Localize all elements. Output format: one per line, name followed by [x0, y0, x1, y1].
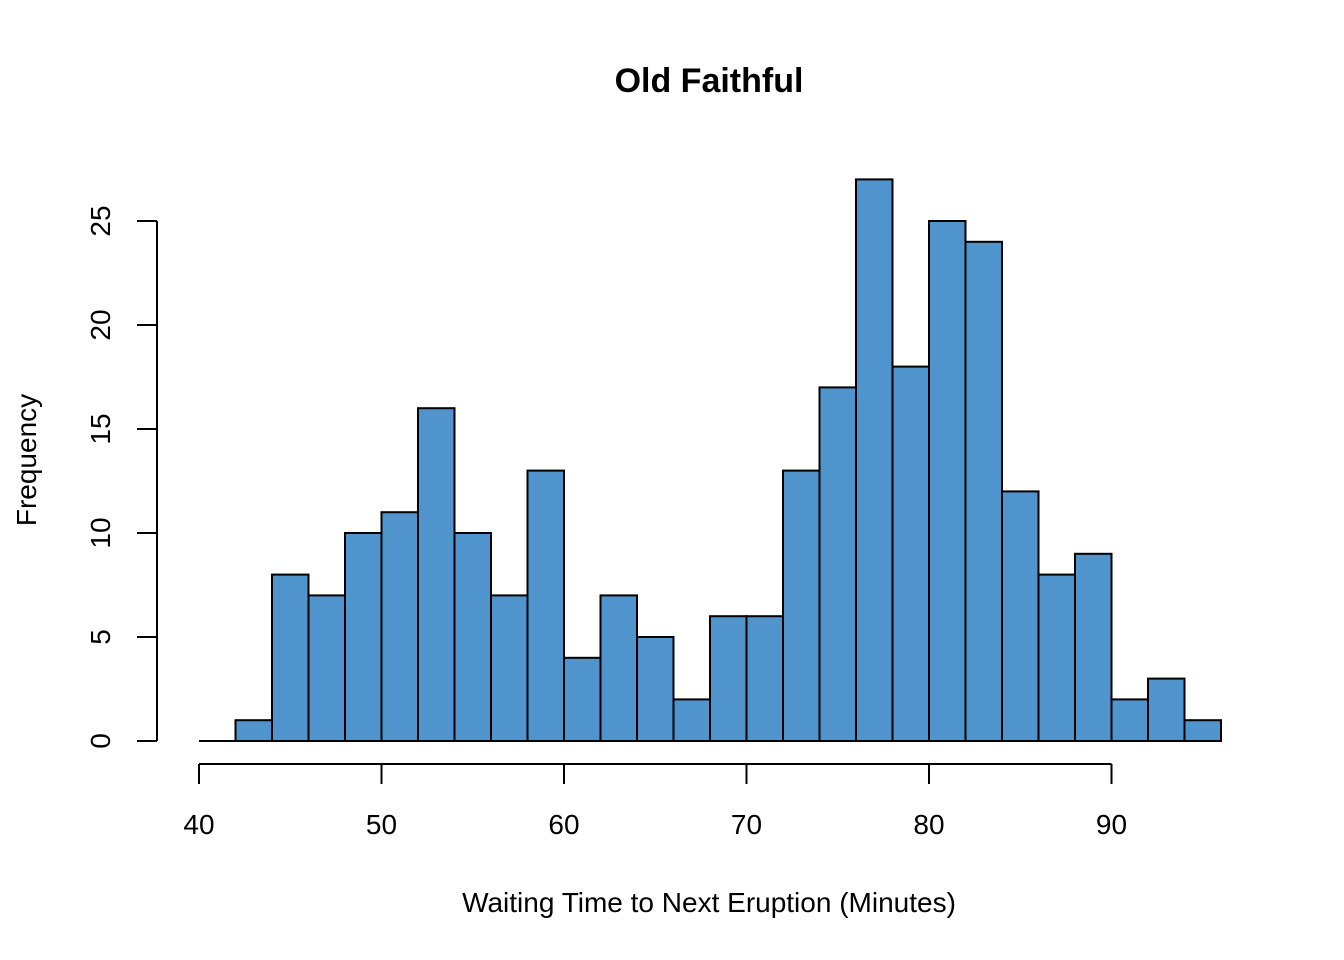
y-tick-label: 5: [85, 629, 116, 645]
histogram-bar: [234, 719, 273, 743]
histogram-bar: [745, 615, 784, 743]
x-tick-label: 60: [548, 809, 579, 840]
histogram-bar: [818, 386, 857, 742]
histogram-bar: [490, 594, 529, 743]
histogram-bar: [964, 240, 1003, 743]
bars-group: [199, 178, 1222, 743]
histogram-bar: [380, 511, 419, 743]
y-tick-label: 10: [85, 517, 116, 548]
x-tick-label: 40: [183, 809, 214, 840]
histogram-bar: [1001, 490, 1040, 742]
y-axis-label: Frequency: [11, 394, 42, 526]
histogram-bar: [563, 656, 602, 742]
x-tick-label: 70: [731, 809, 762, 840]
y-tick-label: 15: [85, 413, 116, 444]
x-tick-label: 80: [913, 809, 944, 840]
y-tick-label: 0: [85, 733, 116, 749]
histogram-bar: [1183, 719, 1222, 743]
histogram-bar: [344, 532, 383, 742]
x-tick-label: 50: [366, 809, 397, 840]
histogram-bar: [928, 220, 967, 742]
histogram-bar: [855, 178, 894, 742]
histogram-bar: [1147, 677, 1186, 742]
y-axis: 0 5 10 15 20 25: [85, 205, 158, 749]
histogram-bar: [1074, 552, 1113, 742]
histogram-bar: [599, 594, 638, 743]
x-axis-label: Waiting Time to Next Eruption (Minutes): [462, 887, 956, 918]
histogram-bar: [1110, 698, 1149, 743]
histogram-bar: [636, 636, 675, 742]
histogram-bar: [672, 698, 711, 743]
x-axis: 40 50 60 70 80 90: [183, 763, 1127, 840]
y-tick-label: 25: [85, 205, 116, 236]
histogram-bar: [782, 469, 821, 742]
histogram-bar: [1037, 573, 1076, 742]
histogram-bar: [453, 532, 492, 742]
histogram-bar: [526, 469, 565, 742]
histogram-bar: [709, 615, 748, 743]
y-tick-label: 20: [85, 309, 116, 340]
x-tick-label: 90: [1096, 809, 1127, 840]
histogram-bar: [417, 407, 456, 742]
histogram-bar: [271, 573, 310, 742]
chart-title: Old Faithful: [615, 62, 804, 100]
histogram-bar: [307, 594, 346, 743]
histogram-bar: [891, 365, 930, 742]
